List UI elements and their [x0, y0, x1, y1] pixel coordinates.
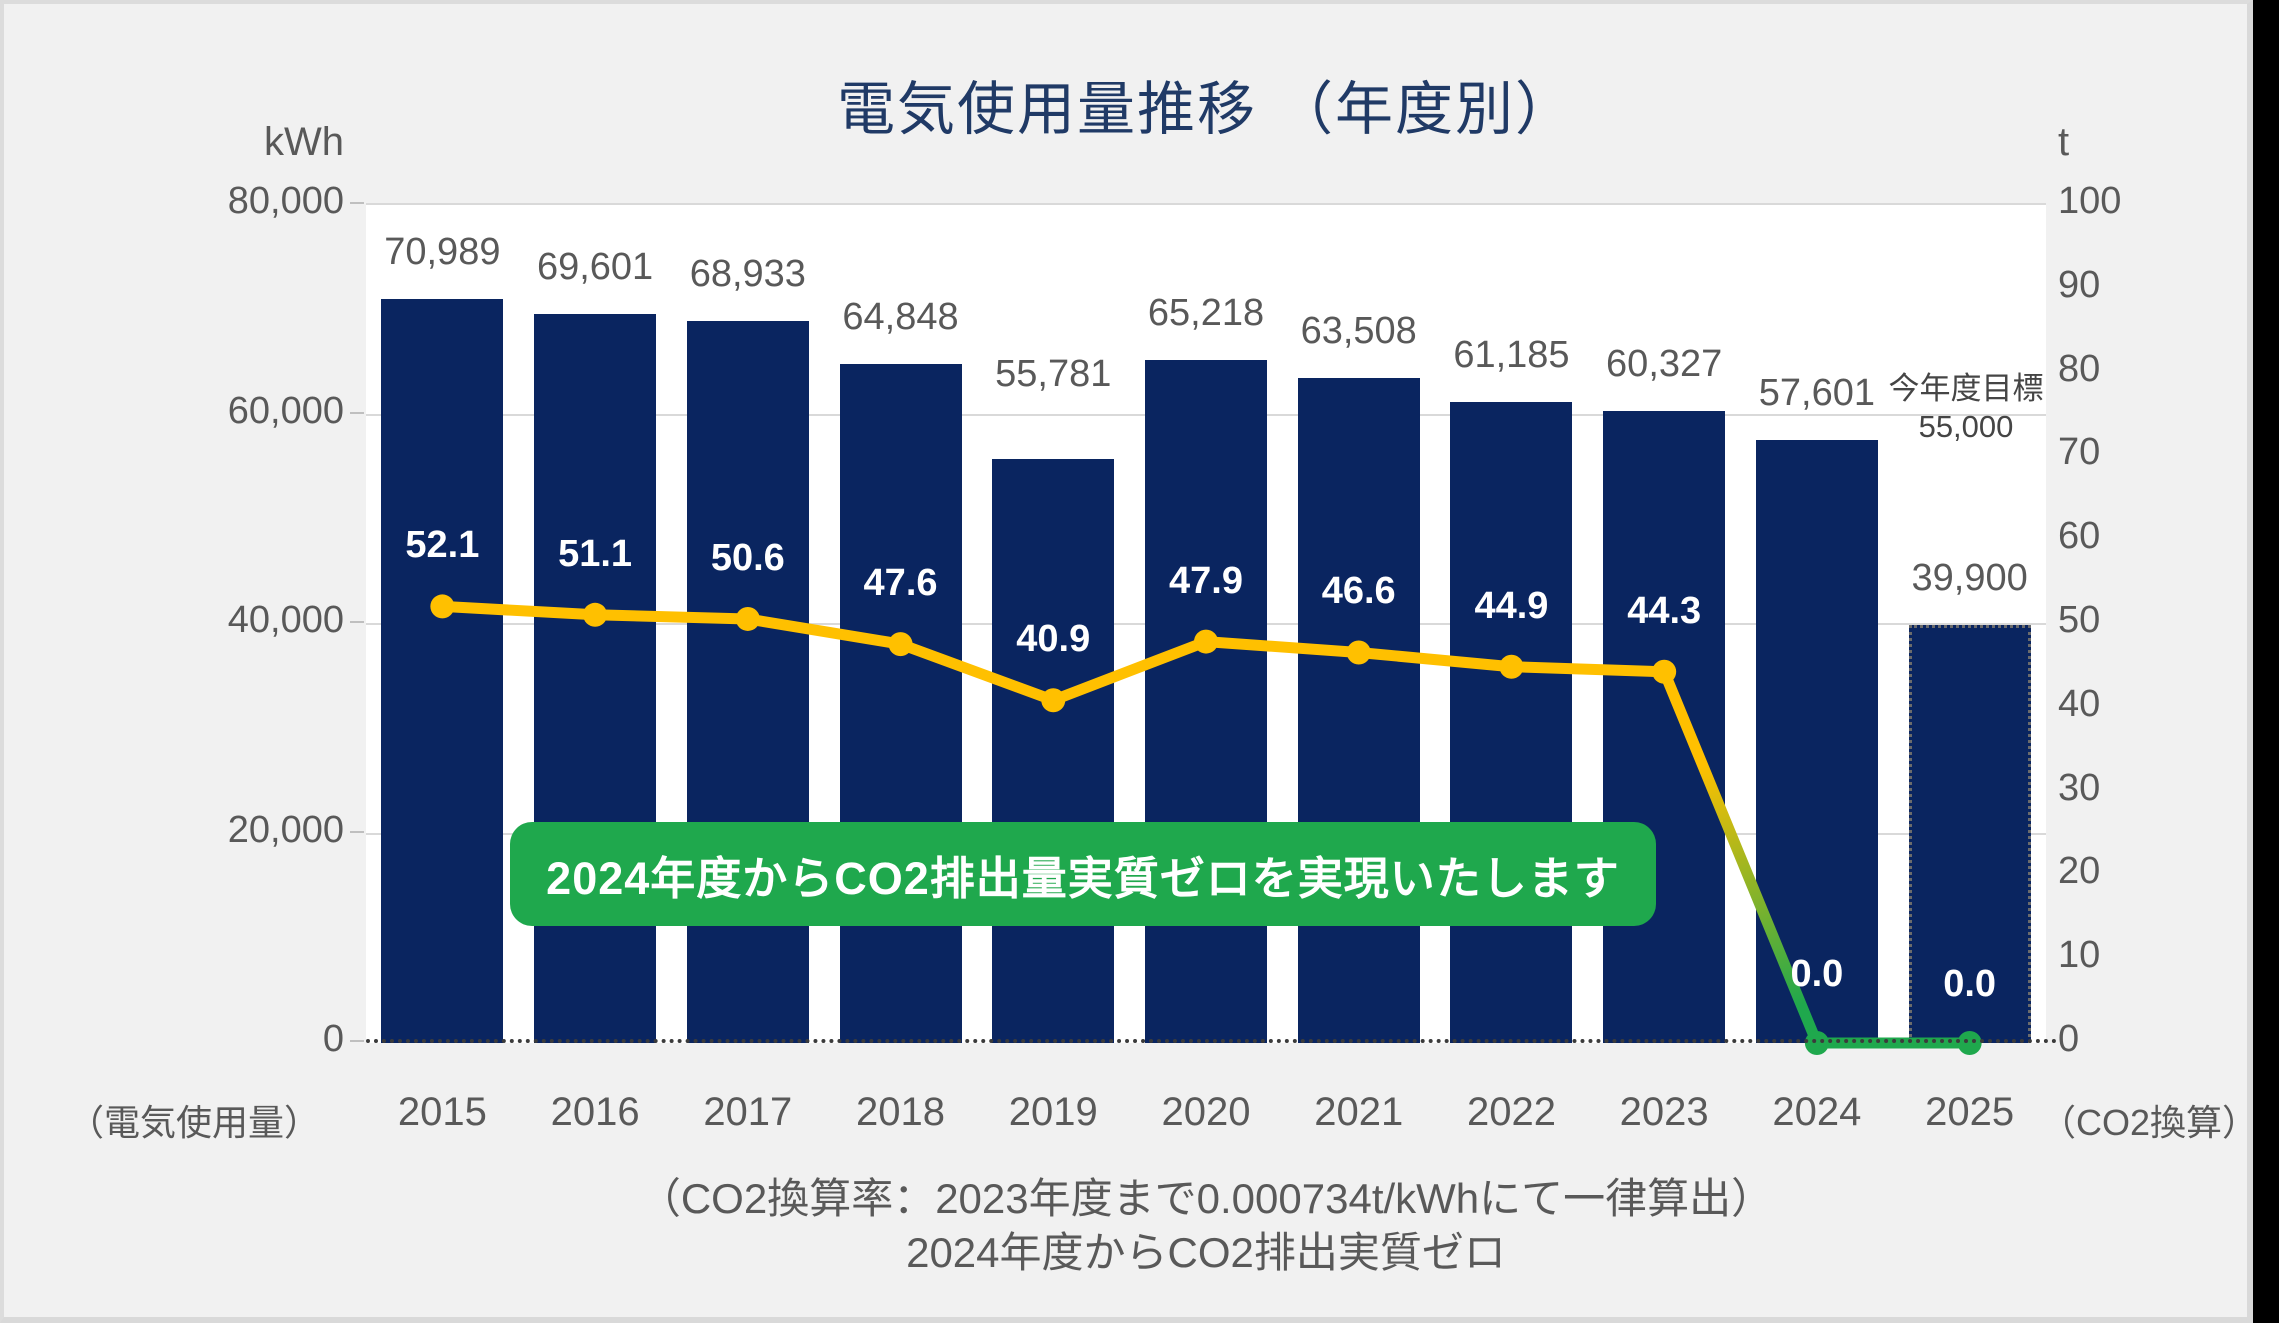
line-value-label-2020: 47.9 — [1169, 559, 1243, 602]
bar-2021 — [1297, 377, 1420, 1043]
right-axis-tick-label: 20 — [2058, 850, 2101, 893]
right-axis-tick-label: 0 — [2058, 1018, 2080, 1060]
line-value-label-2016: 51.1 — [558, 532, 633, 575]
co2-line-chart — [430, 594, 1982, 1055]
left-axis-unit-label: kWh — [264, 120, 344, 164]
right-axis-tick-label: 80 — [2058, 347, 2101, 390]
line-value-label-2021: 46.6 — [1321, 570, 1396, 613]
bar-2025 — [1908, 625, 2031, 1043]
line-marker-2022 — [1499, 654, 1524, 679]
right-axis-tick-label: 50 — [2058, 599, 2101, 641]
right-axis-tick-label: 10 — [2058, 934, 2101, 977]
line-marker-2015 — [430, 594, 455, 619]
line-value-label-2019: 40.9 — [1016, 618, 1091, 661]
x-axis-label-2022: 2022 — [1466, 1090, 1556, 1134]
bar-2018 — [839, 363, 962, 1043]
right-axis-tick-label: 100 — [2058, 180, 2122, 222]
line-marker-2018 — [888, 632, 913, 657]
footnote-1: （CO2換算率：2023年度まで0.000734t/kWhにて一律算出） — [638, 1175, 1774, 1222]
bar-value-label-2023: 60,327 — [1606, 343, 1723, 386]
bar-2022 — [1450, 402, 1573, 1043]
right-axis-tick-label: 70 — [2058, 431, 2101, 474]
x-axis-label-2015: 2015 — [397, 1090, 487, 1134]
left-axis-tick-label: 40,000 — [227, 599, 344, 641]
bar-2019 — [992, 458, 1115, 1043]
x-axis-label-2019: 2019 — [1008, 1090, 1098, 1134]
left-axis-tick-mark — [350, 621, 364, 623]
line-value-label-2023: 44.3 — [1627, 589, 1702, 632]
right-axis-unit-label: t — [2058, 120, 2070, 164]
zero-emission-banner: 2024年度からCO2排出量実質ゼロを実現いたします — [510, 822, 1656, 926]
footnotes: （CO2換算率：2023年度まで0.000734t/kWhにて一律算出） 202… — [366, 1172, 2046, 1280]
x-axis-baseline — [366, 1039, 2058, 1043]
target-annotation: 今年度目標 55,000 — [1876, 370, 2056, 446]
line-marker-2020 — [1194, 629, 1218, 654]
x-axis-label-2024: 2024 — [1772, 1090, 1862, 1134]
line-value-label-2024: 0.0 — [1790, 953, 1844, 995]
x-axis-label-2023: 2023 — [1619, 1090, 1709, 1134]
line-value-label-2025: 0.0 — [1943, 963, 1997, 1005]
left-axis-tick-mark — [350, 411, 364, 414]
line-marker-2019 — [1041, 688, 1066, 713]
x-axis-label-2017: 2017 — [703, 1090, 793, 1134]
bar-value-label-2022: 61,185 — [1453, 334, 1570, 377]
x-axis-label-2025: 2025 — [1925, 1090, 2015, 1134]
line-value-label-2015: 52.1 — [405, 524, 480, 567]
x-axis-caption-left: （電気使用量） — [67, 1102, 320, 1143]
left-axis-tick-mark — [350, 1040, 364, 1042]
x-axis-label-2018: 2018 — [856, 1090, 946, 1134]
x-axis-caption-right: （CO2換算） — [2040, 1102, 2259, 1143]
right-axis-tick-label: 90 — [2058, 263, 2101, 306]
bar-value-label-2016: 69,601 — [536, 245, 654, 288]
left-axis-tick-label: 0 — [322, 1018, 344, 1060]
x-axis-label-2021: 2021 — [1314, 1090, 1404, 1134]
zero-emission-banner-text: 2024年度からCO2排出量実質ゼロを実現いたします — [546, 852, 1620, 904]
bar-value-label-2025: 39,900 — [1911, 557, 2028, 600]
bar-value-label-2019: 55,781 — [995, 352, 1112, 395]
bar-value-label-2018: 64,848 — [842, 295, 959, 338]
bar-value-label-2021: 63,508 — [1300, 309, 1417, 352]
line-marker-2024 — [1804, 1031, 1829, 1055]
right-axis-tick-label: 60 — [2058, 515, 2101, 558]
right-axis-tick-label: 40 — [2058, 682, 2101, 725]
bar-2023 — [1603, 411, 1726, 1043]
chart-title: 電気使用量推移 （年度別） — [836, 77, 1576, 142]
bar-2020 — [1145, 359, 1267, 1043]
line-value-label-2022: 44.9 — [1474, 584, 1549, 627]
left-axis-tick-label: 80,000 — [227, 180, 344, 222]
left-axis-tick-label: 60,000 — [227, 389, 344, 432]
left-axis-tick-label: 20,000 — [227, 808, 344, 851]
line-marker-2023 — [1652, 659, 1677, 684]
bar-2015 — [381, 299, 504, 1043]
x-axis-label-2016: 2016 — [550, 1090, 640, 1134]
co2-line-drop — [1658, 666, 1823, 1049]
line-value-label-2018: 47.6 — [863, 562, 938, 605]
line-marker-2017 — [735, 606, 760, 631]
x-axis-label-2020: 2020 — [1161, 1090, 1251, 1134]
bar-value-label-2024: 57,601 — [1758, 371, 1876, 414]
bar-value-label-2017: 68,933 — [689, 252, 806, 295]
line-marker-2021 — [1346, 640, 1371, 665]
line-marker-2016 — [583, 602, 608, 627]
right-axis-tick-label: 30 — [2058, 766, 2101, 809]
footnote-2: 2024年度からCO2排出実質ゼロ — [906, 1229, 1506, 1276]
left-axis-tick-mark — [350, 202, 364, 204]
line-marker-2025 — [1957, 1031, 1982, 1055]
target-annotation-value: 55,000 — [1918, 409, 2014, 444]
bar-value-label-2020: 65,218 — [1147, 291, 1265, 334]
line-value-label-2017: 50.6 — [710, 536, 785, 579]
target-annotation-title: 今年度目標 — [1888, 371, 2044, 406]
bar-value-label-2015: 70,989 — [384, 231, 501, 274]
left-axis-tick-mark — [350, 830, 364, 833]
